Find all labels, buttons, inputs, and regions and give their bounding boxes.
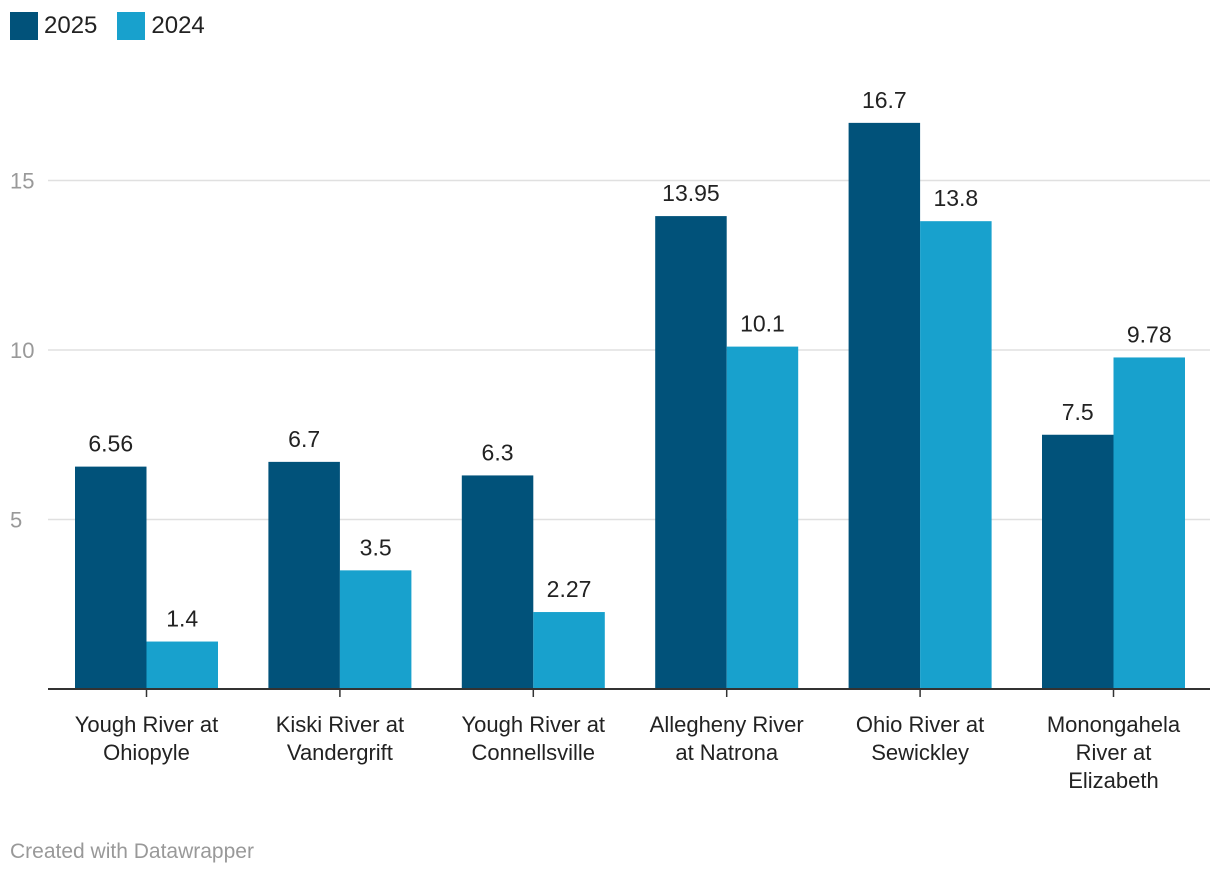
bar-2024-2: [339, 570, 412, 689]
bar-2025-4: [655, 216, 727, 689]
legend-label-2024: 2024: [151, 12, 205, 39]
value-label-2025-5: 16.7: [862, 87, 907, 113]
value-label-2024-5: 13.8: [933, 185, 978, 211]
bar-2025-1: [75, 466, 147, 689]
bar-2024-1: [146, 641, 218, 689]
x-category-label-4: Allegheny River at Natrona: [650, 712, 804, 765]
bar-2025-5: [848, 122, 921, 690]
y-tick-label-5: 5: [10, 508, 22, 533]
x-axis: [48, 688, 1210, 697]
legend-label-2025: 2025: [44, 12, 98, 39]
value-label-2024-3: 2.27: [547, 576, 592, 602]
legend-swatch-2025: [10, 12, 38, 40]
bar-2025-6: [1042, 434, 1114, 689]
value-label-2024-1: 1.4: [166, 606, 198, 632]
x-category-label-1: Yough River at Ohiopyle: [75, 712, 219, 765]
bar-2025-3: [461, 475, 534, 689]
value-label-2025-6: 7.5: [1062, 399, 1094, 425]
value-label-2024-4: 10.1: [740, 311, 785, 337]
bar-chart: 5 10 15 6.56 1.4 Yough River at Ohiopyle 6.7 3.…: [10, 87, 1210, 793]
value-label-2025-4: 13.95: [662, 180, 720, 206]
x-category-label-3: Yough River at Connellsville: [462, 712, 606, 765]
legend-item-2024: 2024: [117, 12, 205, 40]
bars: [75, 122, 1185, 690]
value-label-2025-3: 6.3: [482, 439, 514, 465]
y-tick-label-15: 15: [10, 169, 34, 194]
grid-lines: 5 10 15: [10, 169, 1210, 533]
bar-2025-2: [268, 461, 340, 689]
legend-item-2025: 2025: [10, 12, 97, 40]
x-category-label-5: Ohio River at Sewickley: [856, 712, 984, 765]
bar-2024-4: [726, 346, 799, 689]
value-label-2024-6: 9.78: [1127, 321, 1172, 347]
bar-2024-3: [533, 612, 605, 689]
bar-2024-6: [1113, 357, 1185, 689]
value-label-2025-1: 6.56: [88, 431, 133, 457]
labels: 6.56 1.4 Yough River at Ohiopyle 6.7 3.5 Kiski…: [75, 87, 1181, 793]
x-category-label-6: Monongahela River at Elizabeth: [1047, 712, 1181, 793]
y-tick-label-10: 10: [10, 338, 34, 363]
legend: 2025 2024: [10, 12, 205, 40]
bar-2024-5: [920, 221, 992, 689]
legend-swatch-2024: [117, 12, 146, 40]
value-label-2024-2: 3.5: [360, 534, 392, 560]
x-category-label-2: Kiski River at Vandergrift: [276, 712, 404, 765]
footer-credit: Created with Datawrapper: [10, 840, 254, 863]
value-label-2025-2: 6.7: [288, 426, 320, 452]
